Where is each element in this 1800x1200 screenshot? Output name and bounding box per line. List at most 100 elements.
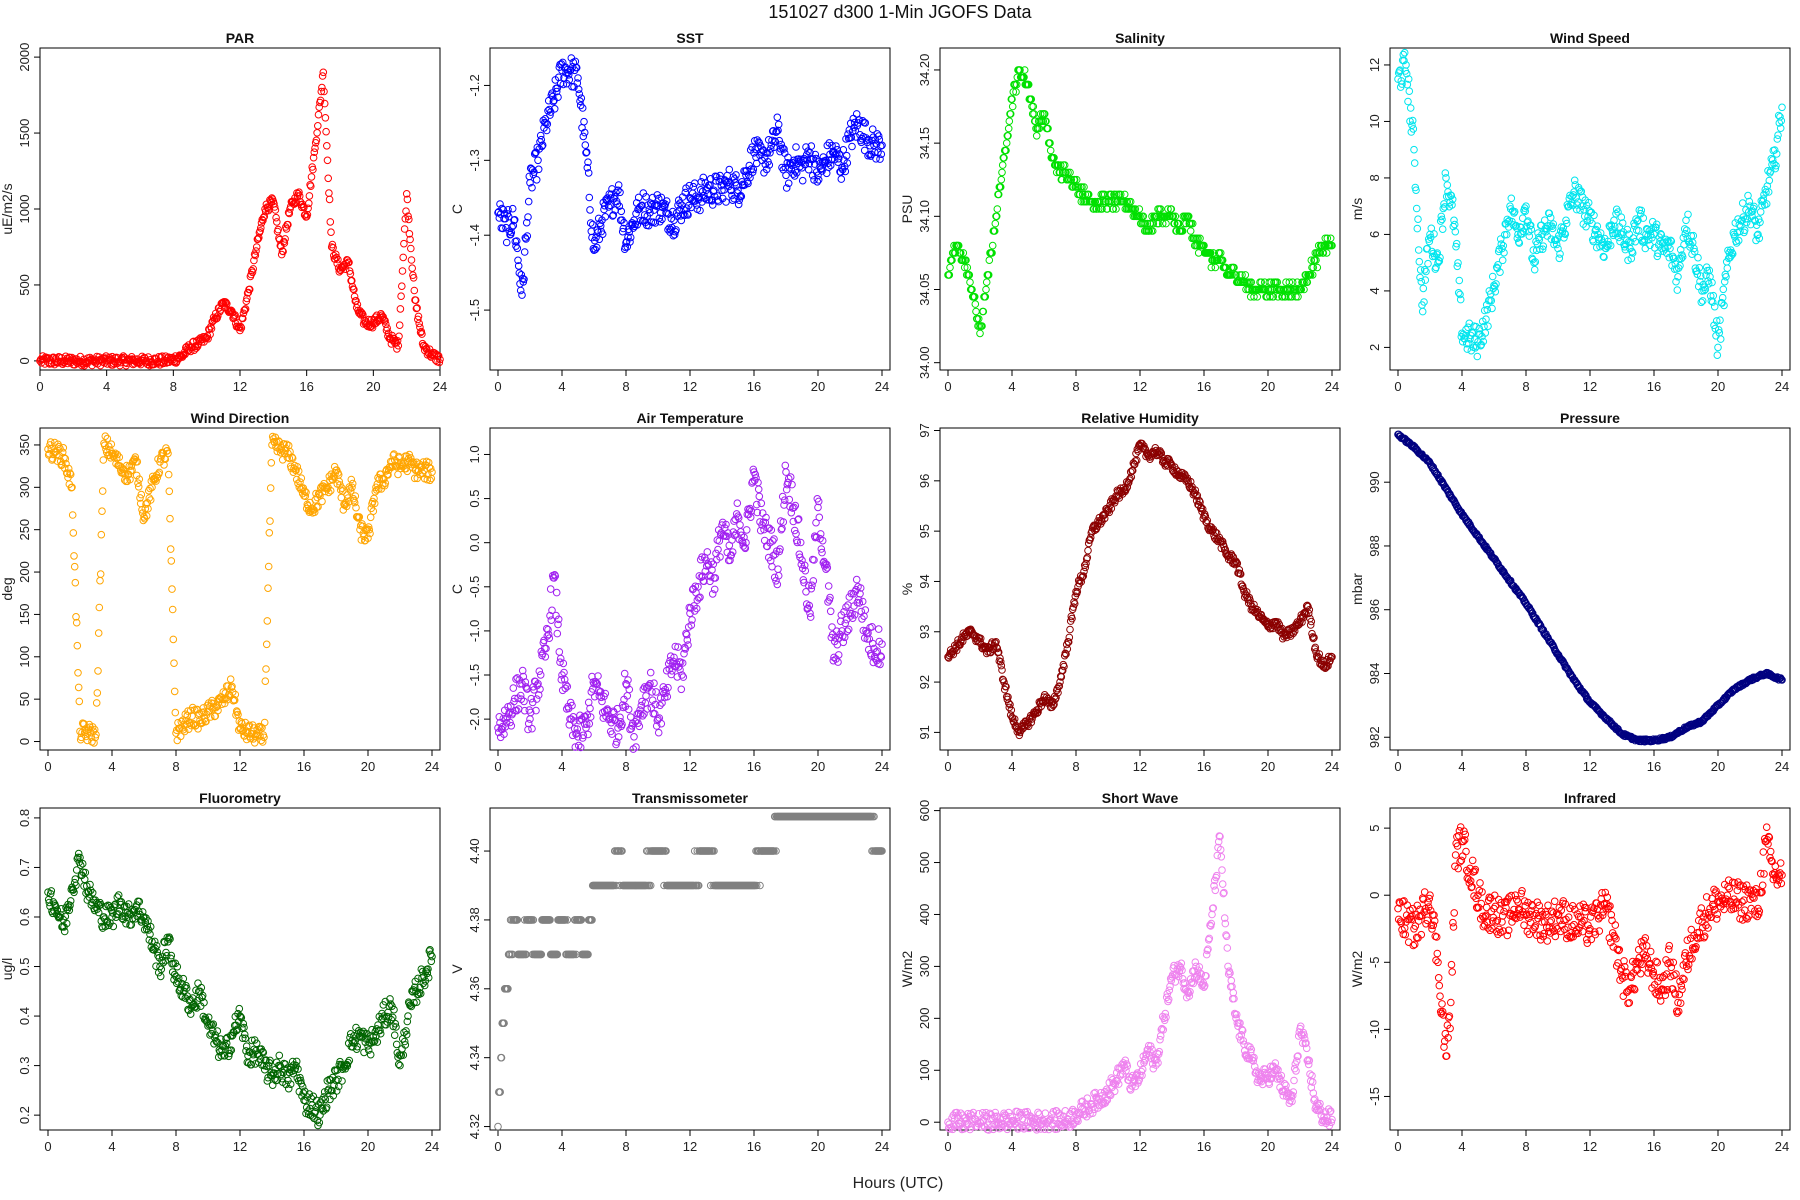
x-tick-label: 16 bbox=[1647, 759, 1661, 774]
data-point bbox=[518, 291, 526, 299]
data-point-fill bbox=[1069, 183, 1078, 191]
data-point-fill bbox=[1652, 220, 1661, 229]
x-tick-label: 24 bbox=[1775, 759, 1789, 774]
data-point-fill bbox=[1149, 219, 1158, 228]
data-point-fill bbox=[588, 220, 597, 229]
data-point-fill bbox=[664, 225, 672, 234]
data-point-fill bbox=[1623, 225, 1632, 234]
data-point-fill bbox=[827, 155, 836, 164]
data-point-fill bbox=[398, 267, 407, 275]
data-point-fill bbox=[874, 132, 883, 140]
y-tick-label: 984 bbox=[1367, 663, 1382, 685]
data-point-fill bbox=[1139, 212, 1148, 221]
data-point-fill bbox=[236, 322, 245, 331]
data-points-sst bbox=[494, 54, 886, 299]
x-tick-label: 8 bbox=[172, 1139, 179, 1154]
data-point-fill bbox=[1520, 204, 1529, 212]
data-point-fill bbox=[507, 228, 516, 237]
y-axis-label-sst: C bbox=[449, 204, 465, 214]
data-point-fill bbox=[1257, 278, 1266, 287]
data-point-fill bbox=[322, 127, 330, 136]
data-point bbox=[1056, 168, 1064, 177]
x-tick-label: 12 bbox=[1583, 759, 1597, 774]
data-point-fill bbox=[1456, 295, 1465, 304]
data-point-fill bbox=[241, 305, 250, 313]
y-tick-label: 8 bbox=[1367, 174, 1382, 181]
data-point-fill bbox=[594, 228, 602, 236]
data-point-fill bbox=[634, 193, 643, 202]
x-tick-label: 12 bbox=[233, 759, 247, 774]
data-point-fill bbox=[1451, 227, 1460, 236]
data-point-fill bbox=[798, 176, 807, 185]
data-point-fill bbox=[514, 256, 522, 265]
data-point-fill bbox=[1126, 197, 1135, 206]
data-point-fill bbox=[1453, 262, 1462, 271]
data-point-fill bbox=[1035, 124, 1044, 133]
data-point-fill bbox=[1430, 230, 1438, 238]
data-point-fill bbox=[1148, 212, 1156, 221]
data-point bbox=[311, 144, 319, 152]
data-point-fill bbox=[231, 311, 239, 319]
data-point-fill bbox=[331, 255, 339, 263]
data-point-fill bbox=[1322, 241, 1330, 250]
data-point-fill bbox=[578, 104, 587, 112]
data-point-fill bbox=[1052, 168, 1061, 177]
data-point-fill bbox=[522, 218, 531, 227]
y-tick-label: 990 bbox=[1367, 471, 1382, 493]
data-point bbox=[606, 201, 614, 210]
data-point-fill bbox=[280, 239, 289, 247]
data-point-fill bbox=[314, 122, 322, 130]
data-point-fill bbox=[1078, 183, 1086, 191]
data-point-fill bbox=[868, 125, 877, 133]
data-point-fill bbox=[1637, 206, 1646, 215]
x-tick-label: 12 bbox=[1583, 379, 1597, 394]
data-point-fill bbox=[1321, 234, 1330, 243]
data-point-fill bbox=[314, 110, 323, 119]
data-point-fill bbox=[538, 142, 546, 151]
y-tick-label: 1500 bbox=[17, 119, 32, 148]
data-point-fill bbox=[683, 210, 692, 218]
data-point bbox=[252, 243, 261, 251]
data-point-fill bbox=[1005, 117, 1014, 125]
data-point-fill bbox=[807, 142, 816, 150]
data-point-fill bbox=[774, 120, 783, 129]
data-point-fill bbox=[409, 274, 418, 282]
data-point-fill bbox=[761, 160, 770, 169]
data-point-fill bbox=[348, 276, 356, 285]
y-tick-label: 300 bbox=[17, 476, 32, 498]
data-point-fill bbox=[848, 142, 856, 151]
data-point-fill bbox=[601, 213, 610, 221]
data-point-fill bbox=[307, 182, 315, 190]
data-point-fill bbox=[982, 285, 990, 294]
data-point-fill bbox=[548, 92, 557, 101]
data-point-fill bbox=[778, 144, 787, 152]
data-point-fill bbox=[410, 286, 419, 295]
data-point-fill bbox=[1510, 207, 1519, 216]
data-point-fill bbox=[1590, 211, 1598, 220]
data-point-fill bbox=[257, 224, 265, 232]
data-point-fill bbox=[946, 263, 954, 272]
data-point-fill bbox=[622, 237, 631, 246]
data-point-fill bbox=[772, 128, 780, 136]
data-point-fill bbox=[823, 141, 832, 150]
data-point-fill bbox=[498, 224, 507, 233]
data-point-fill bbox=[768, 136, 776, 145]
data-point-fill bbox=[327, 228, 335, 236]
data-point-fill bbox=[749, 165, 758, 174]
y-tick-label: -1.5 bbox=[467, 664, 482, 686]
data-point-fill bbox=[583, 164, 592, 172]
data-point-fill bbox=[602, 195, 610, 204]
data-point-fill bbox=[586, 219, 595, 227]
data-point-fill bbox=[832, 142, 840, 150]
x-tick-label: 4 bbox=[1008, 379, 1015, 394]
data-point-fill bbox=[1196, 234, 1204, 243]
data-point-fill bbox=[1412, 186, 1420, 194]
data-point-fill bbox=[1654, 249, 1662, 258]
data-point-fill bbox=[295, 188, 303, 196]
data-point bbox=[968, 285, 976, 294]
x-tick-label: 20 bbox=[1711, 379, 1725, 394]
data-point-fill bbox=[997, 175, 1006, 184]
x-tick-label: 4 bbox=[558, 379, 565, 394]
data-point-fill bbox=[1288, 293, 1296, 301]
data-point-fill bbox=[532, 176, 541, 184]
